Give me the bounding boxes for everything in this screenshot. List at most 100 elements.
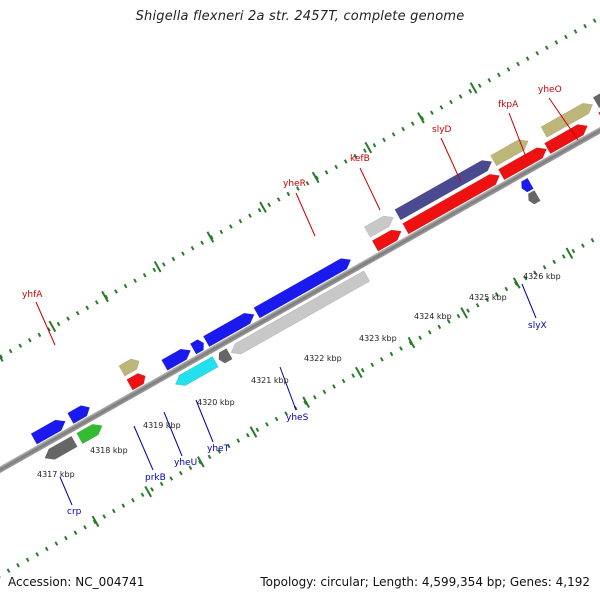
scale-dot	[219, 229, 224, 235]
scale-dot	[152, 267, 157, 273]
scale-tick	[0, 350, 4, 362]
scale-dot	[544, 45, 549, 51]
scale-dot	[439, 105, 444, 110]
gene-label-yheO: yheO	[538, 85, 562, 95]
scale-dot	[267, 202, 272, 208]
scale-dot	[159, 481, 164, 487]
gene-label-crp: crp	[67, 507, 82, 517]
scale-dot	[133, 278, 137, 283]
gene-arrow	[118, 358, 140, 377]
scale-dot	[418, 335, 423, 340]
gene-label-yhfA: yhfA	[22, 290, 43, 300]
scale-dot	[485, 297, 490, 303]
tick-label-4321: 4321 kbp	[251, 376, 289, 385]
scale-dot	[181, 251, 185, 256]
gene-label-slyD: slyD	[432, 125, 452, 135]
gene-features	[30, 73, 600, 460]
scale-dot	[449, 99, 453, 105]
scale-dot	[468, 88, 473, 94]
scale-dot	[477, 83, 482, 88]
gene-arrow	[174, 356, 219, 386]
leader-prkB	[133, 425, 154, 471]
gene-arrow	[67, 405, 90, 424]
tick-label-4319: 4319 kbp	[143, 421, 181, 430]
scale-tick	[469, 82, 478, 94]
scale-dot	[178, 470, 183, 476]
scale-ticks	[0, 82, 574, 528]
scale-dot	[131, 497, 135, 503]
tick-label-4324: 4324 kbp	[414, 312, 452, 321]
scale-dot	[466, 308, 470, 313]
scale-dot	[542, 265, 547, 270]
gene-arrow	[363, 215, 394, 238]
scale-dot	[592, 18, 597, 23]
scale-dot	[236, 438, 241, 443]
scale-tick	[206, 231, 215, 243]
scale-dot	[322, 389, 327, 395]
gene-arrow	[161, 348, 191, 371]
leader-fkpA	[508, 112, 527, 158]
gene-label-kefB: kefB	[350, 154, 370, 164]
scale-tick	[417, 112, 425, 124]
leader-yheT	[195, 399, 214, 443]
scale-dot	[516, 61, 520, 67]
scale-dot	[85, 305, 90, 311]
scale-dot	[16, 562, 20, 568]
scale-dot	[238, 218, 243, 224]
scale-dot	[190, 245, 195, 251]
scale-dot	[391, 132, 396, 137]
scale-dot	[437, 324, 442, 330]
gene-arrow	[126, 373, 146, 391]
genome-backbone	[0, 61, 600, 510]
scale-dot	[554, 40, 559, 45]
scale-dot	[401, 126, 406, 132]
leader-yheR	[295, 192, 316, 237]
gene-arrow	[76, 424, 103, 445]
scale-dot	[332, 384, 336, 389]
scale-dot	[533, 270, 537, 275]
scale-tick	[565, 247, 574, 259]
gene-arrow	[30, 419, 66, 445]
scale-tick	[144, 485, 152, 498]
scale-dot	[25, 557, 30, 563]
scale-tick	[153, 261, 162, 273]
gene-arrow	[402, 174, 500, 235]
scale-dot	[114, 289, 118, 294]
scale-dot	[83, 525, 87, 530]
scale-dot	[161, 262, 166, 267]
scale-dot	[372, 143, 377, 148]
tick-label-4320: 4320 kbp	[197, 398, 235, 407]
gene-arrow	[203, 312, 255, 348]
leader-yheU	[163, 411, 183, 457]
gene-arrow	[490, 139, 529, 167]
leader-slyD	[440, 137, 462, 183]
scale-dot	[525, 56, 530, 61]
gene-arrow	[371, 229, 402, 252]
scale-dot	[475, 302, 480, 308]
gene-label-yheT: yheT	[207, 444, 230, 454]
scale-tick	[196, 456, 205, 468]
tick-label-4322: 4322 kbp	[304, 354, 342, 363]
gene-arrow	[521, 177, 534, 193]
scale-dot	[8, 348, 13, 354]
scale-dot	[169, 476, 174, 481]
gene-arrow	[544, 124, 588, 155]
scale-dot	[334, 164, 339, 170]
scale-dot	[497, 72, 501, 78]
scale-tick	[460, 307, 468, 319]
tick-label-4323: 4323 kbp	[359, 334, 397, 343]
gene-arrow	[230, 270, 371, 355]
label-leaders	[35, 97, 579, 506]
scale-dot	[552, 259, 557, 265]
leader-crp	[59, 476, 73, 506]
scale-dot	[351, 373, 355, 378]
tick-label-4317: 4317 kbp	[37, 470, 75, 479]
scale-dot	[18, 343, 23, 348]
scale-dot	[590, 237, 595, 243]
scale-tick	[249, 426, 258, 438]
scale-dot	[494, 292, 499, 297]
scale-dot	[200, 240, 204, 246]
tick-label-4326: 4326 kbp	[523, 272, 561, 281]
scale-dot	[171, 256, 176, 262]
